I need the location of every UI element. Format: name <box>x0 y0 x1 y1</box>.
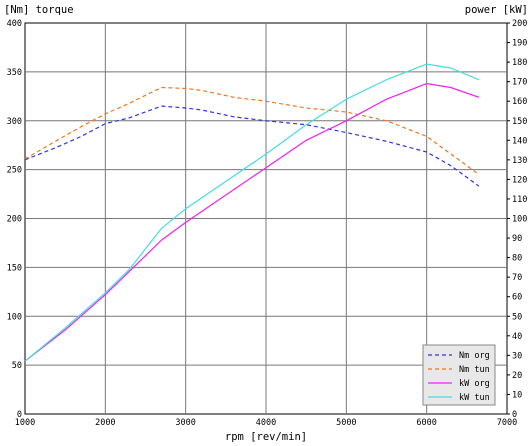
y-right-tick-label: 170 <box>512 78 527 88</box>
y-left-tick-label: 350 <box>7 68 22 78</box>
y-right-tick-label: 130 <box>512 156 527 166</box>
y-axis-right: 0 10 20 30 40 50 60 70 80 90 100 110 120 130 140 150 160… <box>507 19 527 420</box>
legend-label-kw-org: kW org <box>459 379 490 389</box>
y-right-tick-label: 100 <box>512 215 527 225</box>
series-line-nm-org <box>24 105 480 187</box>
y-left-tick-label: 250 <box>7 166 22 176</box>
left-axis-title: [Nm] torque <box>4 4 74 16</box>
y-right-tick-label: 150 <box>512 117 527 127</box>
y-right-tick-label: 200 <box>512 19 527 29</box>
y-left-tick-label: 100 <box>7 312 22 322</box>
y-right-tick-label: 180 <box>512 58 527 68</box>
y-right-tick-label: 10 <box>512 390 522 400</box>
y-left-tick-label: 400 <box>7 19 22 29</box>
y-right-tick-label: 160 <box>512 97 527 107</box>
x-axis: 1000 2000 3000 4000 5000 6000 7000 <box>15 418 517 428</box>
y-left-tick-label: 50 <box>12 361 22 371</box>
x-tick-label: 2000 <box>95 418 115 428</box>
series-line-kw-tun <box>24 63 480 362</box>
y-right-tick-label: 90 <box>512 234 522 244</box>
y-left-tick-label: 0 <box>17 410 22 420</box>
y-right-tick-label: 50 <box>512 312 522 322</box>
y-axis-left: 0 50 100 150 200 250 300 350 400 <box>7 19 22 420</box>
y-right-tick-label: 0 <box>512 410 517 420</box>
y-left-tick-label: 300 <box>7 117 22 127</box>
y-left-tick-label: 150 <box>7 263 22 273</box>
y-right-tick-label: 110 <box>512 195 527 205</box>
legend-label-nm-org: Nm org <box>459 351 490 361</box>
legend-label-nm-tun: Nm tun <box>459 365 490 375</box>
y-right-tick-label: 70 <box>512 273 522 283</box>
y-right-tick-label: 60 <box>512 293 522 303</box>
y-right-tick-label: 80 <box>512 254 522 264</box>
y-right-tick-label: 40 <box>512 332 522 342</box>
x-tick-label: 1000 <box>15 418 35 428</box>
x-tick-label: 7000 <box>497 418 517 428</box>
legend: Nm org Nm tun kW org kW tun <box>422 344 496 406</box>
right-axis-title: power [kW] <box>465 4 528 16</box>
series-line-kw-org <box>24 82 480 362</box>
x-tick-label: 4000 <box>256 418 276 428</box>
y-right-tick-label: 30 <box>512 351 522 361</box>
series-group <box>24 63 480 362</box>
x-axis-title: rpm [rev/min] <box>225 431 307 443</box>
y-right-tick-label: 140 <box>512 136 527 146</box>
y-right-tick-label: 190 <box>512 39 527 49</box>
y-right-tick-label: 120 <box>512 175 527 185</box>
y-right-tick-label: 20 <box>512 371 522 381</box>
x-tick-label: 5000 <box>336 418 356 428</box>
x-tick-label: 6000 <box>416 418 436 428</box>
legend-label-kw-tun: kW tun <box>459 393 490 403</box>
x-tick-label: 3000 <box>175 418 195 428</box>
y-left-tick-label: 200 <box>7 215 22 225</box>
